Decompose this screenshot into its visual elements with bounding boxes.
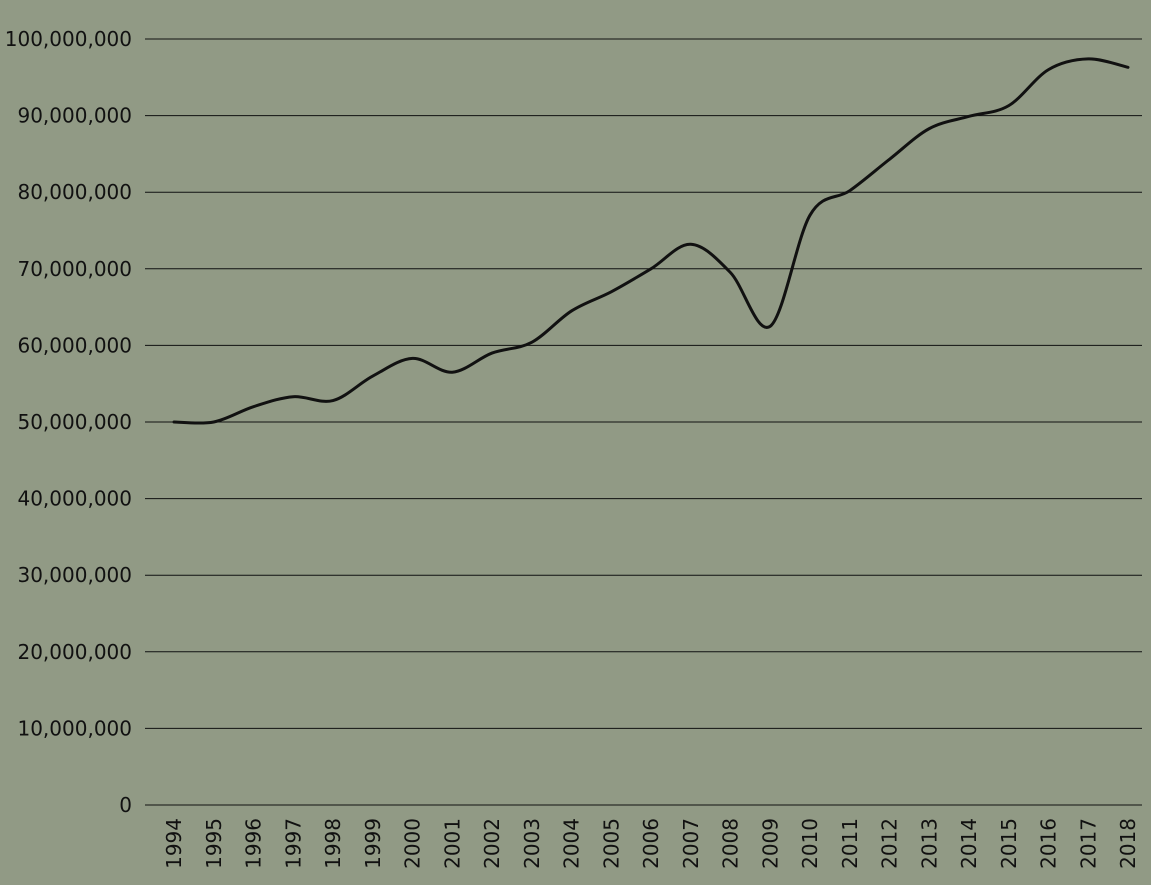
x-tick-label: 2012 [878,818,902,869]
y-tick-label: 10,000,000 [17,716,132,740]
x-tick-label: 2017 [1076,818,1100,869]
x-tick-label: 2002 [480,818,504,869]
x-tick-label: 2014 [957,818,981,869]
x-tick-label: 1998 [321,818,345,869]
y-axis-tick-labels: 0 10,000,000 20,000,000 30,000,000 40,000,00… [5,27,132,817]
x-tick-label: 2013 [917,818,941,869]
x-tick-label: 2003 [520,818,544,869]
x-tick-label: 1999 [361,818,385,869]
series-line [172,57,1130,425]
gridlines [145,38,1142,806]
x-tick-label: 2007 [679,818,703,869]
y-tick-label: 20,000,000 [17,640,132,664]
x-tick-label: 2005 [599,818,623,869]
x-tick-label: 2016 [1037,818,1061,869]
y-tick-label: 0 [119,793,132,817]
x-tick-label: 2004 [560,818,584,869]
x-tick-label: 1995 [202,818,226,869]
x-tick-label: 2009 [758,818,782,869]
x-tick-label: 2006 [639,818,663,869]
y-tick-label: 80,000,000 [17,180,132,204]
x-tick-label: 2011 [838,818,862,869]
y-tick-label: 90,000,000 [17,104,132,128]
x-tick-label: 2018 [1116,818,1140,869]
y-tick-label: 70,000,000 [17,257,132,281]
x-tick-label: 2008 [719,818,743,869]
y-tick-label: 40,000,000 [17,487,132,511]
x-tick-label: 2010 [798,818,822,869]
x-tick-label: 1996 [242,818,266,869]
series-layer [172,57,1130,425]
x-tick-label: 1997 [281,818,305,869]
y-tick-label: 50,000,000 [17,410,132,434]
x-tick-label: 1994 [162,818,186,869]
x-axis-tick-labels: 1994 1995 1996 1997 1998 1999 2000 2001 2002 2003… [162,818,1140,869]
x-tick-label: 2001 [440,818,464,869]
x-tick-label: 2015 [997,818,1021,869]
y-tick-label: 60,000,000 [17,333,132,357]
x-tick-label: 2000 [401,818,425,869]
y-tick-label: 100,000,000 [5,27,132,51]
y-tick-label: 30,000,000 [17,563,132,587]
